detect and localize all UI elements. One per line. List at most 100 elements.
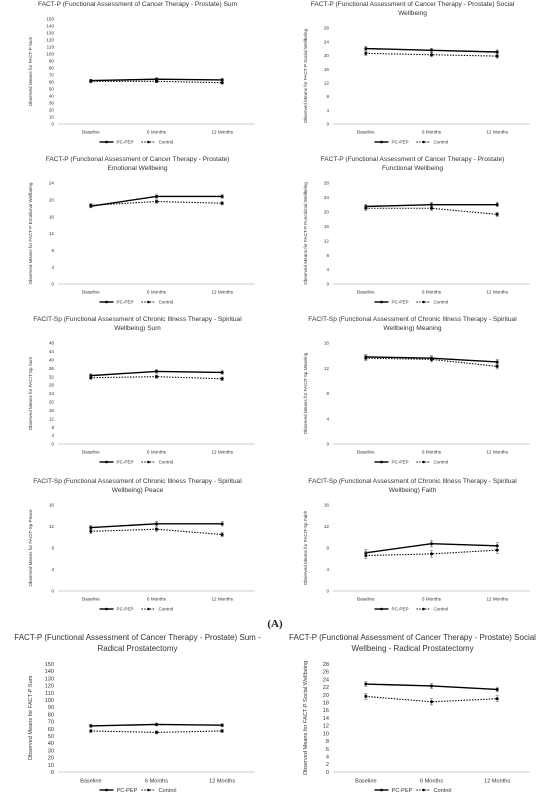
chart-title: FACT-P (Functional Assessment of Cancer …: [45, 156, 230, 172]
data-point: [430, 203, 433, 207]
y-tick-label: 0: [51, 282, 54, 287]
data-point: [364, 206, 368, 210]
y-tick-label: 8: [326, 739, 329, 745]
x-tick-label: 6 Months: [422, 450, 442, 455]
y-tick-label: 140: [45, 669, 54, 675]
legend-label-pcpep: PC-PEP: [392, 140, 409, 145]
y-tick-label: 30: [48, 748, 54, 754]
chart-title: FACT-P (Functional Assessment of Cancer …: [14, 633, 261, 653]
y-tick-label: 12: [324, 366, 330, 371]
chart-panel: FACT-P (Functional Assessment of Cancer …: [0, 0, 275, 150]
y-tick-label: 48: [49, 341, 55, 346]
x-tick-label: 12 Months: [486, 130, 508, 135]
legend-label-control: Control: [159, 140, 174, 145]
y-tick-label: 8: [326, 391, 329, 396]
y-axis-label: Observed Means for FACT-P Sum: [28, 37, 33, 107]
y-tick-label: 28: [49, 383, 55, 388]
data-point: [155, 369, 158, 373]
data-point: [155, 522, 158, 526]
chart-title: FACT-P (Functional Assessment of Cancer …: [289, 633, 536, 653]
chart-panel: FACT-P (Functional Assessment of Cancer …: [0, 155, 275, 310]
data-point: [430, 48, 433, 52]
data-point: [495, 697, 499, 701]
x-tick-label: Baseline: [82, 597, 100, 602]
chart-svg: Observed Means for FACIT-Sp Faith 0 4 8 12 16…: [303, 503, 530, 612]
x-tick-label: Baseline: [80, 779, 101, 785]
chart-svg: Observed Means for FACIT-Sp Meaning 0 4 8 12…: [303, 341, 530, 465]
y-tick-label: 16: [49, 214, 55, 219]
data-point: [364, 554, 368, 558]
y-axis-label: Observed Means for FACIT-Sp Faith: [303, 510, 308, 585]
y-axis-label: Observed Means for FACIT-Sp Sum: [28, 357, 33, 431]
y-tick-label: 14: [323, 716, 329, 722]
y-tick-label: 36: [49, 366, 55, 371]
y-tick-label: 20: [323, 693, 329, 699]
data-point: [89, 526, 93, 530]
y-tick-label: 16: [49, 503, 55, 508]
data-point: [364, 356, 368, 360]
legend-marker: [380, 788, 383, 792]
data-point: [430, 542, 433, 546]
legend-label-pcpep: PC-PEP: [392, 788, 413, 794]
legend-label-pcpep: PC-PEP: [117, 460, 134, 465]
y-tick-label: 100: [46, 52, 54, 57]
y-tick-label: 20: [324, 53, 330, 58]
data-point: [220, 723, 224, 727]
y-tick-label: 40: [48, 741, 54, 747]
legend-marker: [422, 607, 425, 611]
y-tick-label: 16: [324, 224, 330, 229]
y-tick-label: 16: [49, 408, 55, 413]
legend-marker: [105, 607, 108, 611]
x-tick-label: 6 Months: [147, 290, 167, 295]
data-point: [430, 206, 433, 210]
x-tick-label: Baseline: [357, 290, 375, 295]
data-point: [220, 370, 224, 374]
y-tick-label: 150: [46, 17, 54, 22]
data-point: [364, 47, 368, 51]
data-point: [495, 364, 499, 368]
y-tick-label: 100: [45, 698, 54, 704]
x-tick-label: 6 Months: [145, 779, 168, 785]
legend-label-control: Control: [434, 788, 452, 794]
y-tick-label: 120: [46, 38, 54, 43]
legend-marker: [147, 140, 150, 144]
y-tick-label: 22: [323, 685, 329, 691]
y-tick-label: 16: [324, 67, 330, 72]
x-tick-label: Baseline: [355, 779, 376, 785]
legend-label-control: Control: [434, 300, 449, 305]
legend-label-pcpep: PC-PEP: [117, 607, 134, 612]
legend-marker: [105, 300, 108, 304]
data-point: [155, 194, 158, 198]
chart-panel: FACT-P (Functional Assessment of Cancer …: [0, 632, 275, 798]
y-tick-label: 0: [51, 442, 54, 447]
x-tick-label: 12 Months: [211, 597, 233, 602]
x-tick-label: 12 Months: [486, 450, 508, 455]
y-axis-label: Observed Means for FACT-P Sum: [28, 675, 34, 760]
data-point: [220, 522, 224, 526]
legend-label-pcpep: PC-PEP: [392, 460, 409, 465]
data-point: [430, 552, 433, 556]
y-tick-label: 120: [45, 684, 54, 690]
chart-panel: FACT-P (Functional Assessment of Cancer …: [275, 632, 550, 798]
x-tick-label: 12 Months: [211, 130, 233, 135]
y-tick-label: 60: [48, 727, 54, 733]
y-tick-label: 28: [324, 181, 330, 186]
y-tick-label: 90: [49, 59, 55, 64]
series-line: [365, 695, 498, 703]
data-point: [430, 684, 433, 688]
y-axis-label: Observed Means for FACT-P Social Wellbei…: [303, 661, 309, 776]
chart-panel: FACIT-Sp (Functional Assessment of Chron…: [0, 477, 275, 617]
data-point: [430, 700, 433, 704]
x-tick-label: 12 Months: [209, 779, 235, 785]
x-tick-label: 12 Months: [211, 450, 233, 455]
legend-label-pcpep: PC-PEP: [117, 300, 134, 305]
data-point: [364, 682, 368, 686]
y-tick-label: 4: [326, 567, 329, 572]
y-tick-label: 8: [326, 546, 329, 551]
y-tick-label: 44: [49, 349, 55, 354]
y-tick-label: 140: [46, 24, 54, 29]
data-point: [220, 201, 224, 205]
y-tick-label: 60: [49, 80, 55, 85]
data-point: [220, 533, 224, 537]
